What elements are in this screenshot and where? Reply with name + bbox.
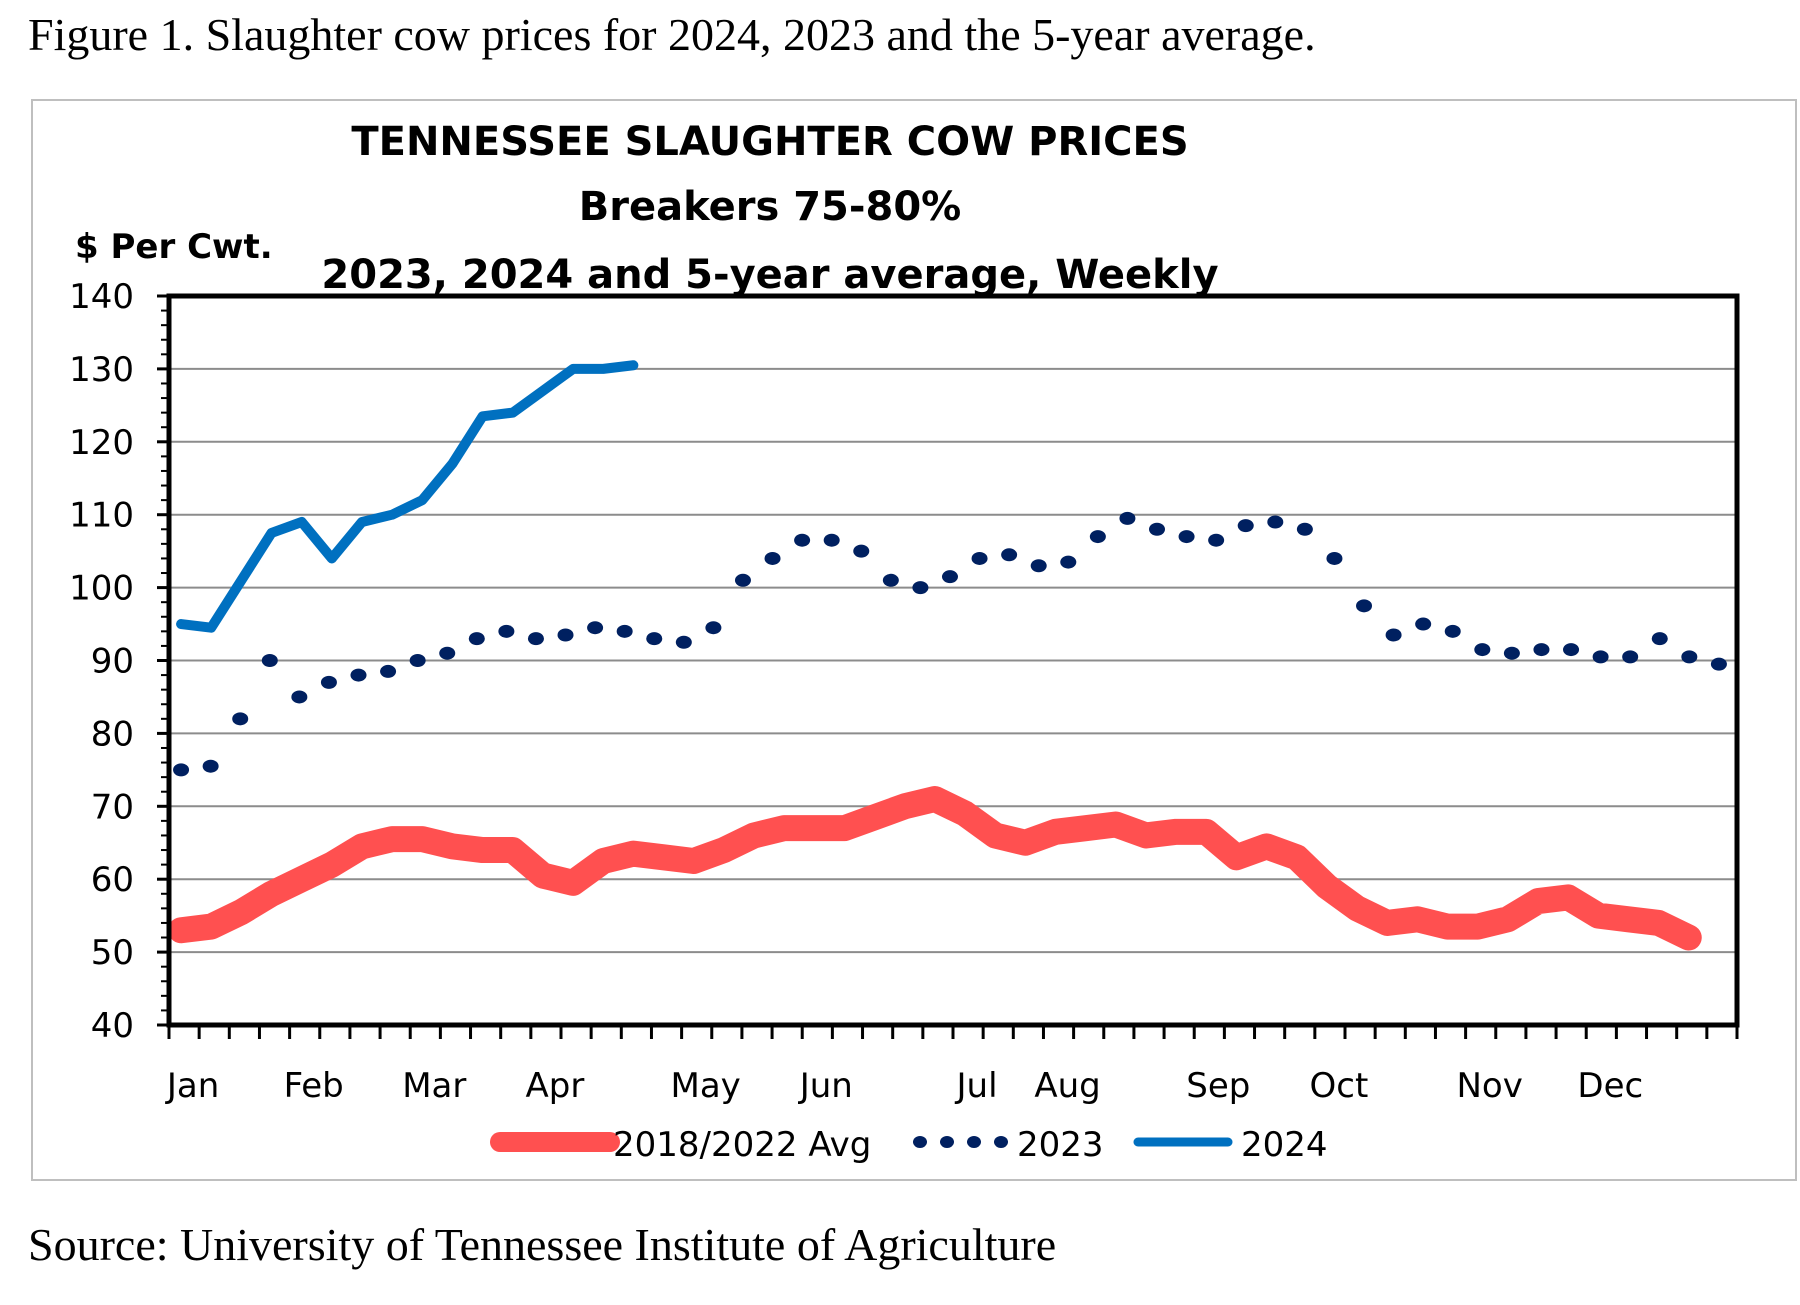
- data-point: [439, 646, 456, 660]
- data-point: [291, 690, 308, 704]
- y-tick-label: 120: [69, 423, 134, 463]
- data-point: [173, 763, 190, 777]
- data-point: [912, 581, 929, 595]
- legend-label: 2024: [1241, 1125, 1328, 1165]
- data-point: [1178, 530, 1195, 544]
- data-point: [794, 533, 811, 547]
- data-point: [1030, 559, 1047, 573]
- data-point: [1651, 632, 1668, 646]
- data-point: [1533, 643, 1550, 657]
- data-point: [498, 624, 515, 638]
- data-point: [646, 632, 663, 646]
- legend-item: 2018/2022 Avg: [490, 1125, 871, 1165]
- series-2018-2022-avg: [168, 786, 1702, 951]
- data-point: [675, 635, 692, 649]
- legend-swatch: [994, 1136, 1008, 1148]
- data-point: [1326, 551, 1343, 565]
- data-point: [261, 654, 278, 667]
- legend-swatch: [940, 1136, 954, 1148]
- y-tick-label: 100: [69, 569, 134, 609]
- y-tick-label: 70: [91, 787, 134, 827]
- plot-border: [166, 293, 1740, 1028]
- data-point: [527, 632, 544, 646]
- data-point: [1119, 511, 1136, 525]
- data-point: [1503, 646, 1520, 660]
- data-point: [380, 664, 397, 678]
- x-tick-label-jul: Jul: [955, 1066, 998, 1106]
- source-note: Source: University of Tennessee Institut…: [28, 1219, 1057, 1270]
- data-point: [853, 544, 870, 558]
- figure-caption: Figure 1. Slaughter cow prices for 2024,…: [28, 9, 1316, 60]
- data-point: [587, 621, 604, 635]
- data-point: [1208, 533, 1225, 547]
- data-point: [1237, 519, 1254, 533]
- legend-label: 2023: [1017, 1125, 1104, 1165]
- data-point: [971, 551, 988, 565]
- legend-item: 2023: [913, 1125, 1104, 1165]
- data-point: [1385, 628, 1402, 642]
- y-axis-label: $ Per Cwt.: [75, 227, 273, 267]
- chart-title-line-1: TENNESSEE SLAUGHTER COW PRICES: [351, 119, 1188, 165]
- series-2024: [176, 360, 639, 633]
- chart-frame: [31, 99, 1797, 1181]
- x-tick-label-jan: Jan: [165, 1066, 219, 1106]
- y-tick-label: 50: [91, 933, 134, 973]
- data-point: [1296, 522, 1313, 536]
- data-point: [1060, 555, 1077, 569]
- x-tick-label-oct: Oct: [1310, 1066, 1369, 1106]
- data-point: [1710, 657, 1727, 671]
- data-point: [468, 632, 485, 646]
- x-tick-label-feb: Feb: [284, 1066, 344, 1106]
- data-point: [941, 570, 958, 584]
- legend-swatch: [967, 1136, 981, 1148]
- data-point: [409, 654, 426, 667]
- data-point: [734, 573, 751, 587]
- data-point: [1001, 548, 1018, 562]
- data-point: [350, 668, 367, 682]
- chart-title-line-3: 2023, 2024 and 5-year average, Weekly: [321, 252, 1218, 298]
- data-point: [232, 712, 249, 726]
- data-point: [320, 675, 337, 689]
- data-point: [764, 551, 781, 565]
- data-point: [1267, 515, 1284, 529]
- y-tick-label: 140: [69, 277, 134, 317]
- data-point: [882, 573, 899, 587]
- data-point: [616, 624, 633, 638]
- data-point: [1563, 643, 1580, 657]
- y-tick-label: 40: [91, 1006, 134, 1046]
- x-tick-label-nov: Nov: [1456, 1066, 1522, 1106]
- chart-title-line-2: Breakers 75-80%: [579, 184, 961, 230]
- x-tick-label-jun: Jun: [798, 1066, 853, 1106]
- data-point: [1149, 522, 1166, 536]
- data-point: [557, 628, 574, 642]
- data-point: [1089, 530, 1106, 544]
- data-point: [1681, 650, 1698, 664]
- y-tick-label: 110: [69, 496, 134, 536]
- y-tick-label: 80: [91, 714, 134, 754]
- y-tick-label: 90: [91, 642, 134, 682]
- x-tick-label-apr: Apr: [525, 1066, 584, 1106]
- data-point: [1356, 599, 1373, 613]
- x-tick-label-sep: Sep: [1186, 1066, 1250, 1106]
- data-point: [202, 759, 219, 773]
- data-point: [705, 621, 722, 635]
- legend-label: 2018/2022 Avg: [613, 1125, 871, 1165]
- data-point: [1474, 643, 1491, 657]
- data-point: [1444, 624, 1461, 638]
- legend-item: 2024: [1133, 1125, 1328, 1165]
- data-point: [823, 533, 840, 547]
- data-point: [1415, 617, 1432, 631]
- legend-swatch: [913, 1136, 927, 1148]
- data-point: [1592, 650, 1609, 664]
- series-line: [176, 360, 639, 633]
- y-tick-label: 60: [91, 860, 134, 900]
- series-2023: [173, 511, 1727, 777]
- data-point: [1622, 650, 1639, 664]
- y-tick-label: 130: [69, 350, 134, 390]
- x-tick-label-aug: Aug: [1034, 1066, 1100, 1106]
- x-tick-label-may: May: [671, 1066, 741, 1106]
- x-tick-label-dec: Dec: [1577, 1066, 1643, 1106]
- x-tick-label-mar: Mar: [402, 1066, 466, 1106]
